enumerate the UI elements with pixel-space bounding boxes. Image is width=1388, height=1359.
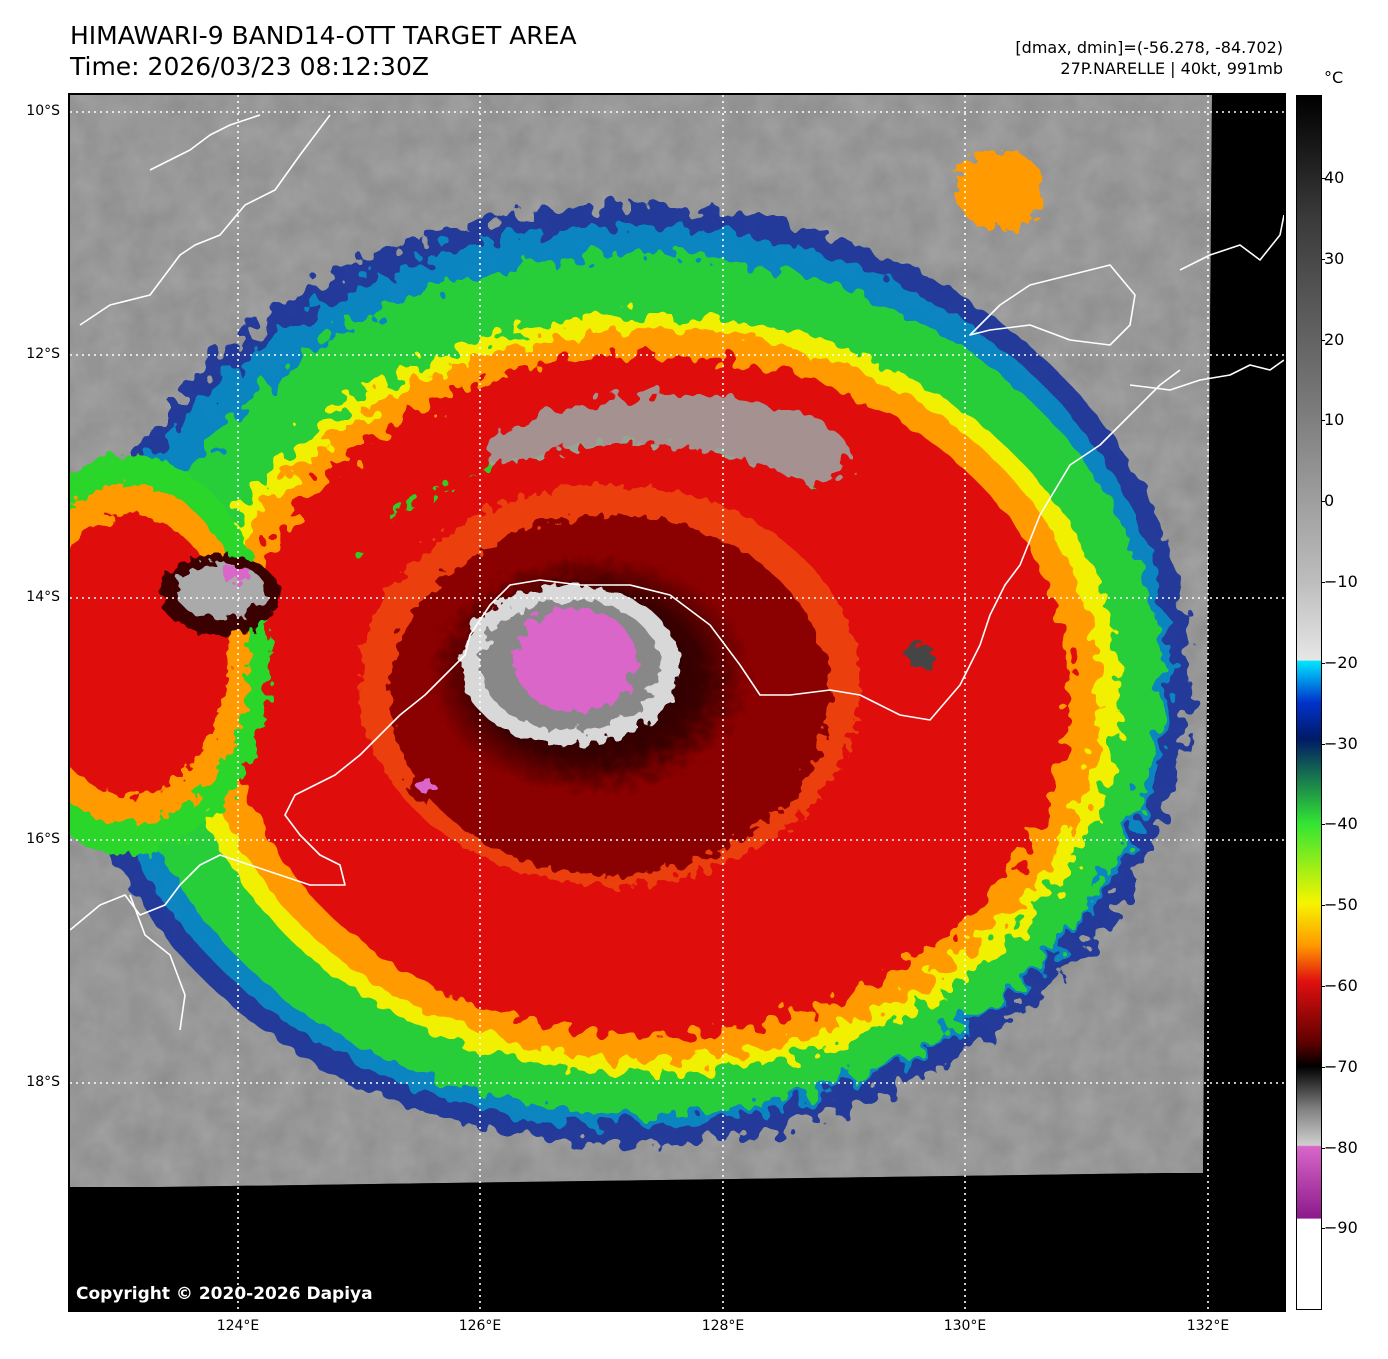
colorbar-tick-label: 40 xyxy=(1324,168,1345,187)
image-time: Time: 2026/03/23 08:12:30Z xyxy=(70,52,429,81)
lat-label-18s: 18°S xyxy=(26,1074,60,1090)
colorbar-tick-label: 30 xyxy=(1324,248,1345,268)
satellite-map: Copyright © 2020-2026 Dapiya xyxy=(68,93,1286,1312)
colorbar-tick-label: −60 xyxy=(1324,976,1358,995)
colorbar-tick-label: −70 xyxy=(1324,1056,1358,1076)
colorbar-tick-label: 10 xyxy=(1324,410,1345,430)
colorbar-tick-label: −20 xyxy=(1324,652,1358,672)
colorbar-tick xyxy=(1321,986,1325,987)
colorbar-tick xyxy=(1321,1147,1325,1149)
colorbar-tick xyxy=(1321,339,1325,341)
temperature-range: [dmax, dmin]=(-56.278, -84.702) xyxy=(1015,38,1283,57)
lon-label-132e: 132°E xyxy=(1186,1318,1230,1334)
lon-label-130e: 130°E xyxy=(943,1318,987,1334)
copyright-notice: Copyright © 2020-2026 Dapiya xyxy=(76,1284,373,1304)
colorbar-tick-label: −30 xyxy=(1324,733,1358,753)
colorbar-tick xyxy=(1321,1066,1325,1068)
colorbar-tick-label: −50 xyxy=(1324,895,1358,915)
colorbar-tick xyxy=(1321,420,1325,422)
colorbar-tick-label: −40 xyxy=(1324,814,1358,834)
lat-label-12s: 12°S xyxy=(26,346,60,362)
colorbar-tick xyxy=(1321,743,1325,745)
lat-label-10s: 10°S xyxy=(26,103,60,119)
colorbar-unit: °C xyxy=(1324,68,1344,87)
colorbar-tick-label: 0 xyxy=(1324,491,1335,511)
colorbar-tick xyxy=(1321,824,1325,826)
colorbar-tick xyxy=(1321,582,1325,583)
lat-label-16s: 16°S xyxy=(26,831,60,847)
colorbar-tick-label: −90 xyxy=(1324,1218,1358,1238)
colorbar-tick-label: 20 xyxy=(1324,329,1345,349)
storm-info: 27P.NARELLE | 40kt, 991mb xyxy=(1060,59,1283,78)
colorbar-tick-label: −10 xyxy=(1324,572,1358,591)
colorbar-tick xyxy=(1321,258,1325,260)
colorbar-tick xyxy=(1321,178,1325,179)
lon-label-128e: 128°E xyxy=(701,1318,745,1334)
colorbar-tick xyxy=(1321,662,1325,664)
colorbar-tick xyxy=(1321,1228,1325,1230)
colorbar-tick xyxy=(1321,905,1325,907)
lat-label-14s: 14°S xyxy=(26,589,60,605)
colorbar-tick xyxy=(1321,501,1325,503)
image-title: HIMAWARI-9 BAND14-OTT TARGET AREA xyxy=(70,21,577,50)
lon-label-124e: 124°E xyxy=(216,1318,260,1334)
temperature-colorbar xyxy=(1296,95,1322,1310)
colorbar-tick-label: −80 xyxy=(1324,1137,1358,1157)
lon-label-126e: 126°E xyxy=(458,1318,502,1334)
satellite-imagery xyxy=(70,95,1284,1310)
